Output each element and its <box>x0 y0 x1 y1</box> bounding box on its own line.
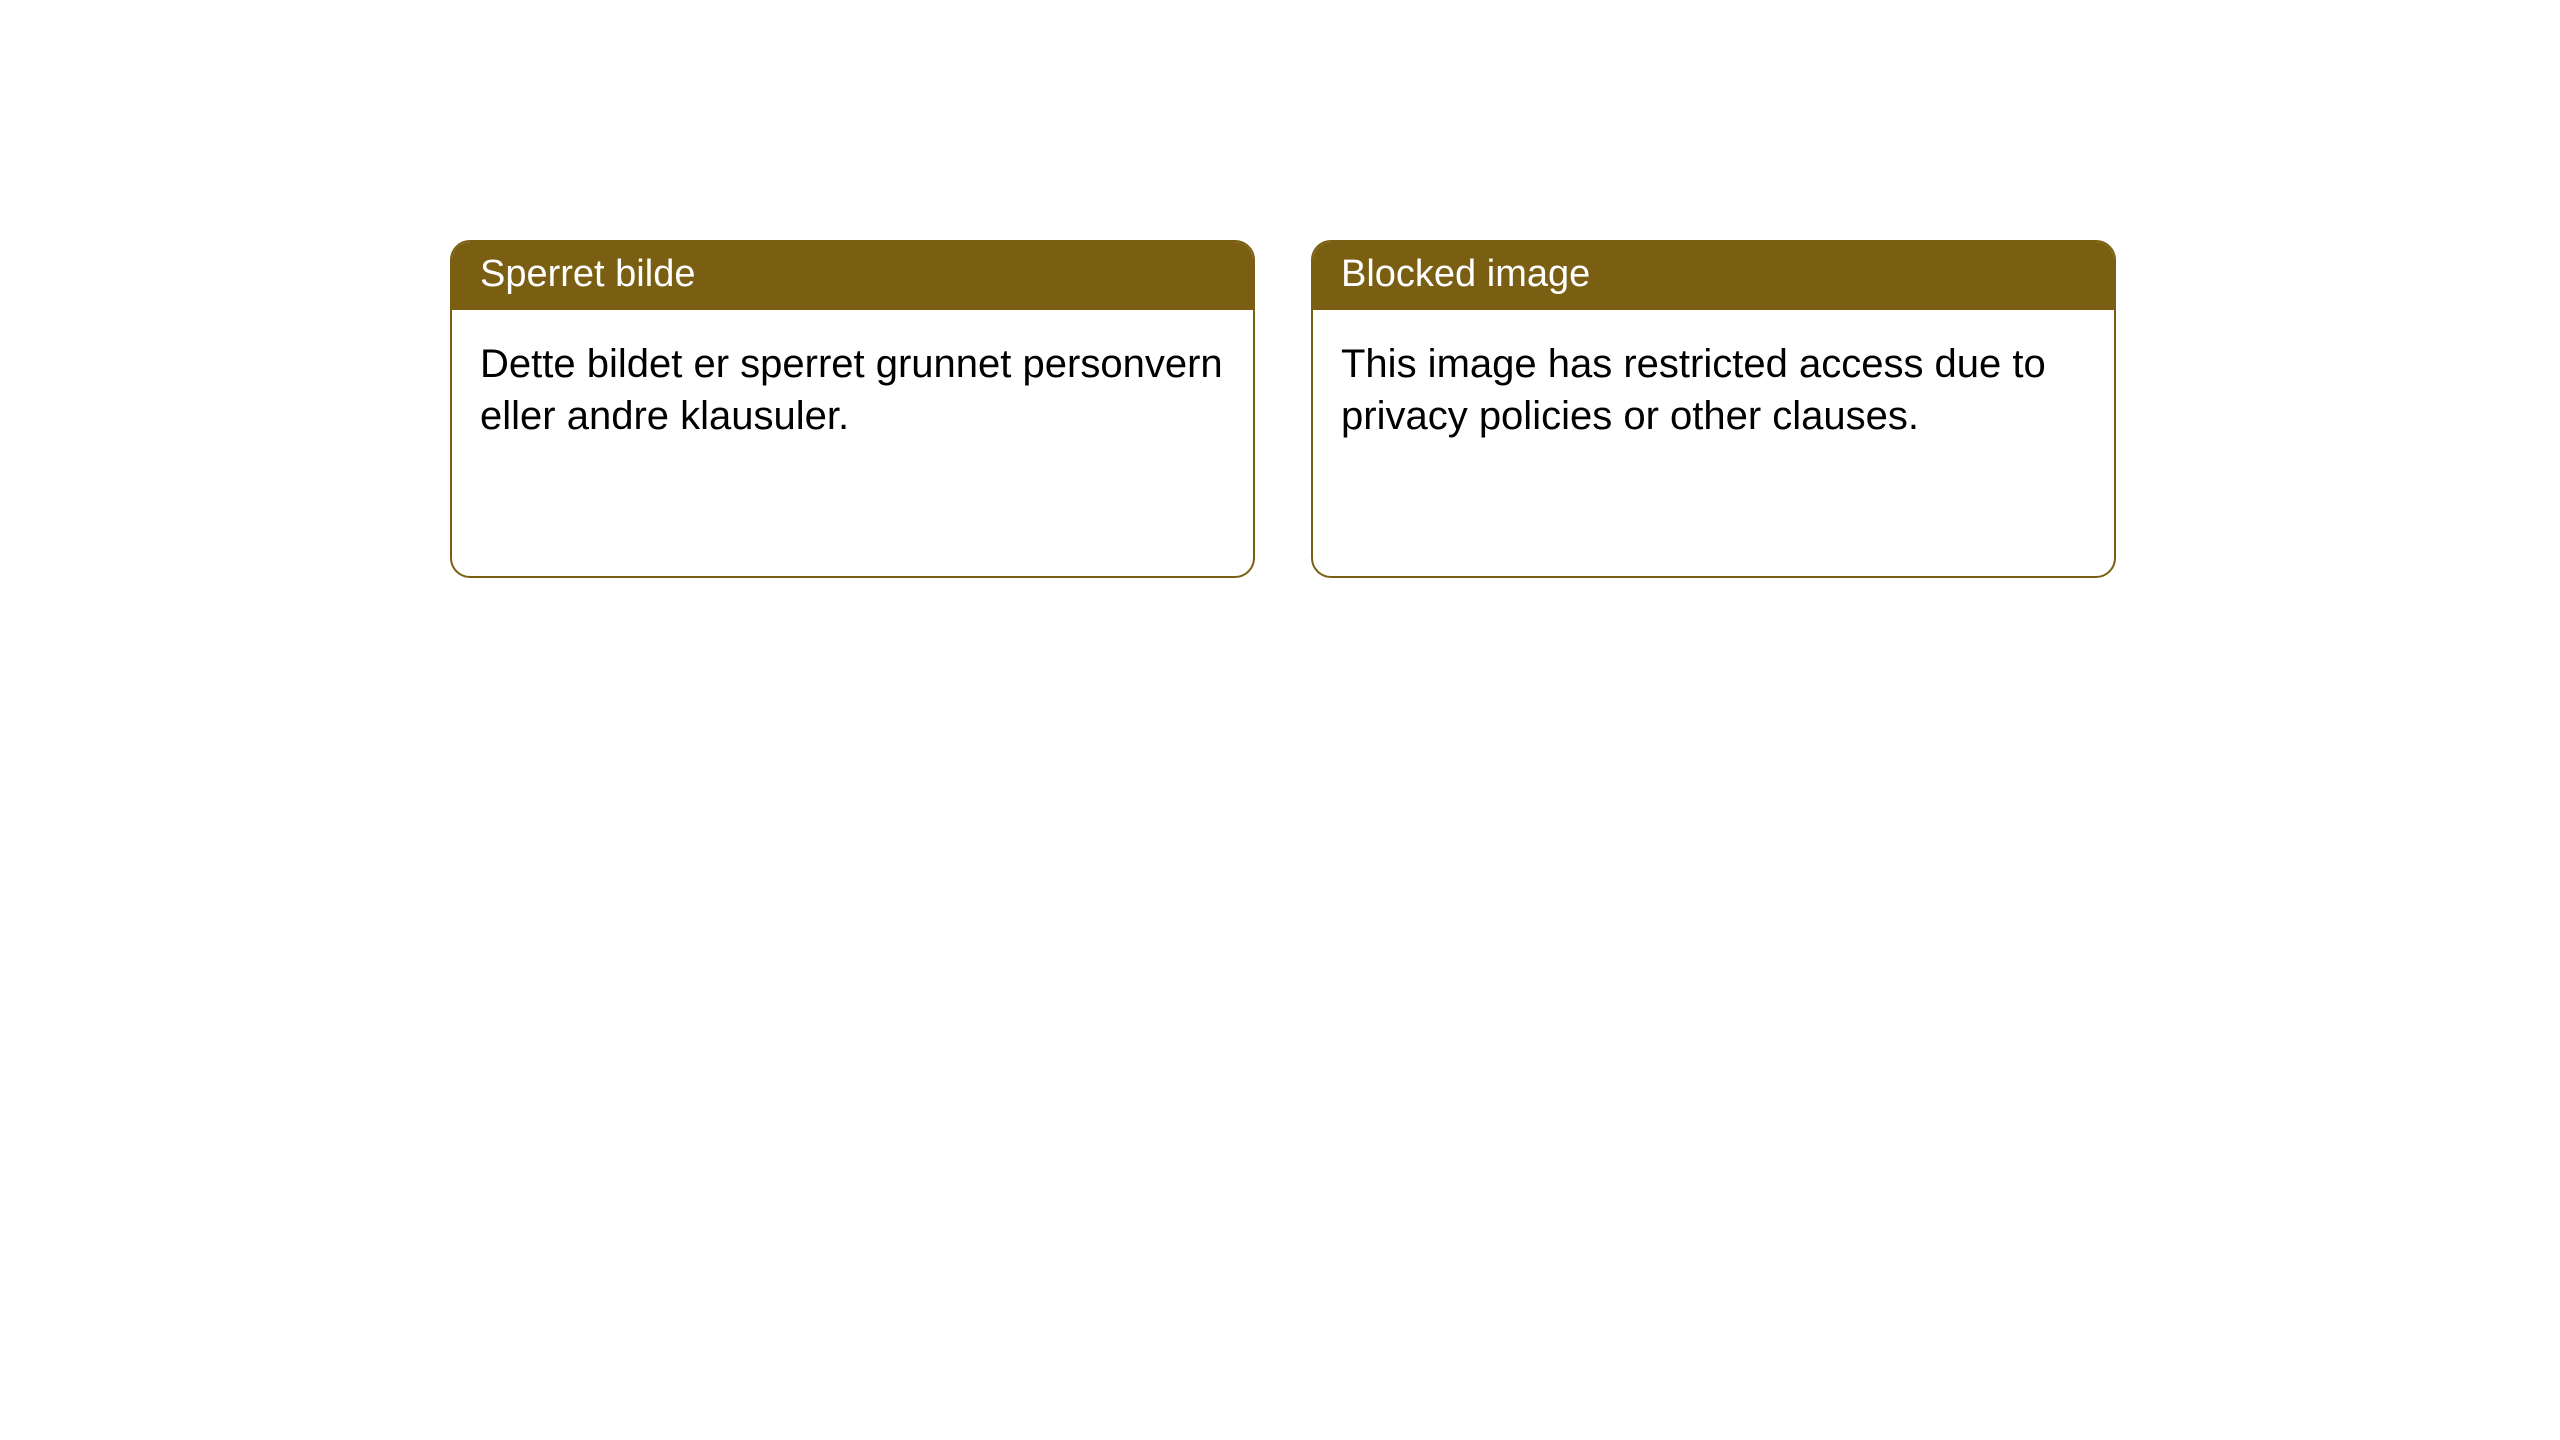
notice-card-english: Blocked image This image has restricted … <box>1311 240 2116 578</box>
notice-container: Sperret bilde Dette bildet er sperret gr… <box>0 0 2560 578</box>
notice-card-norwegian: Sperret bilde Dette bildet er sperret gr… <box>450 240 1255 578</box>
notice-message: This image has restricted access due to … <box>1341 342 2046 438</box>
notice-body: Dette bildet er sperret grunnet personve… <box>452 310 1253 462</box>
notice-body: This image has restricted access due to … <box>1313 310 2114 462</box>
notice-header: Blocked image <box>1313 242 2114 310</box>
notice-message: Dette bildet er sperret grunnet personve… <box>480 342 1223 438</box>
notice-title: Sperret bilde <box>480 253 695 295</box>
notice-header: Sperret bilde <box>452 242 1253 310</box>
notice-title: Blocked image <box>1341 253 1590 295</box>
